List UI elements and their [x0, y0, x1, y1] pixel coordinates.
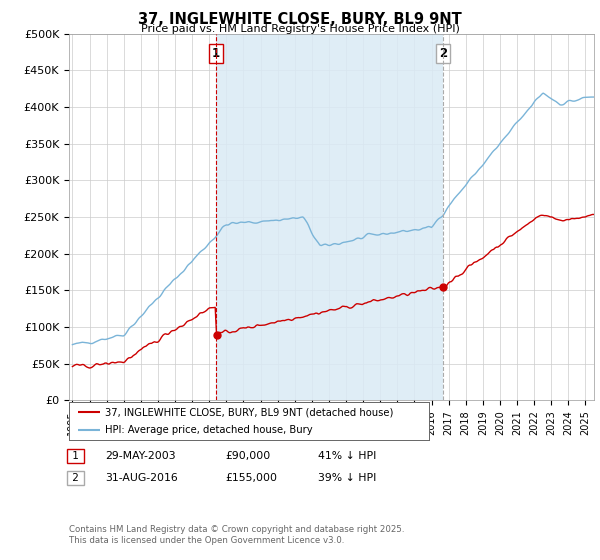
- Text: 2: 2: [69, 473, 82, 483]
- Text: 1: 1: [212, 47, 220, 60]
- Text: 41% ↓ HPI: 41% ↓ HPI: [318, 451, 376, 461]
- Text: HPI: Average price, detached house, Bury: HPI: Average price, detached house, Bury: [105, 425, 313, 435]
- Text: 1: 1: [69, 451, 82, 461]
- Text: 2: 2: [439, 47, 447, 60]
- Text: £90,000: £90,000: [225, 451, 270, 461]
- Text: 37, INGLEWHITE CLOSE, BURY, BL9 9NT (detached house): 37, INGLEWHITE CLOSE, BURY, BL9 9NT (det…: [105, 407, 394, 417]
- Text: Price paid vs. HM Land Registry's House Price Index (HPI): Price paid vs. HM Land Registry's House …: [140, 24, 460, 34]
- Text: Contains HM Land Registry data © Crown copyright and database right 2025.
This d: Contains HM Land Registry data © Crown c…: [69, 525, 404, 545]
- Text: 29-MAY-2003: 29-MAY-2003: [105, 451, 176, 461]
- Text: 39% ↓ HPI: 39% ↓ HPI: [318, 473, 376, 483]
- Bar: [216, 34, 443, 400]
- Text: £155,000: £155,000: [225, 473, 277, 483]
- Text: 37, INGLEWHITE CLOSE, BURY, BL9 9NT: 37, INGLEWHITE CLOSE, BURY, BL9 9NT: [138, 12, 462, 27]
- Text: 31-AUG-2016: 31-AUG-2016: [105, 473, 178, 483]
